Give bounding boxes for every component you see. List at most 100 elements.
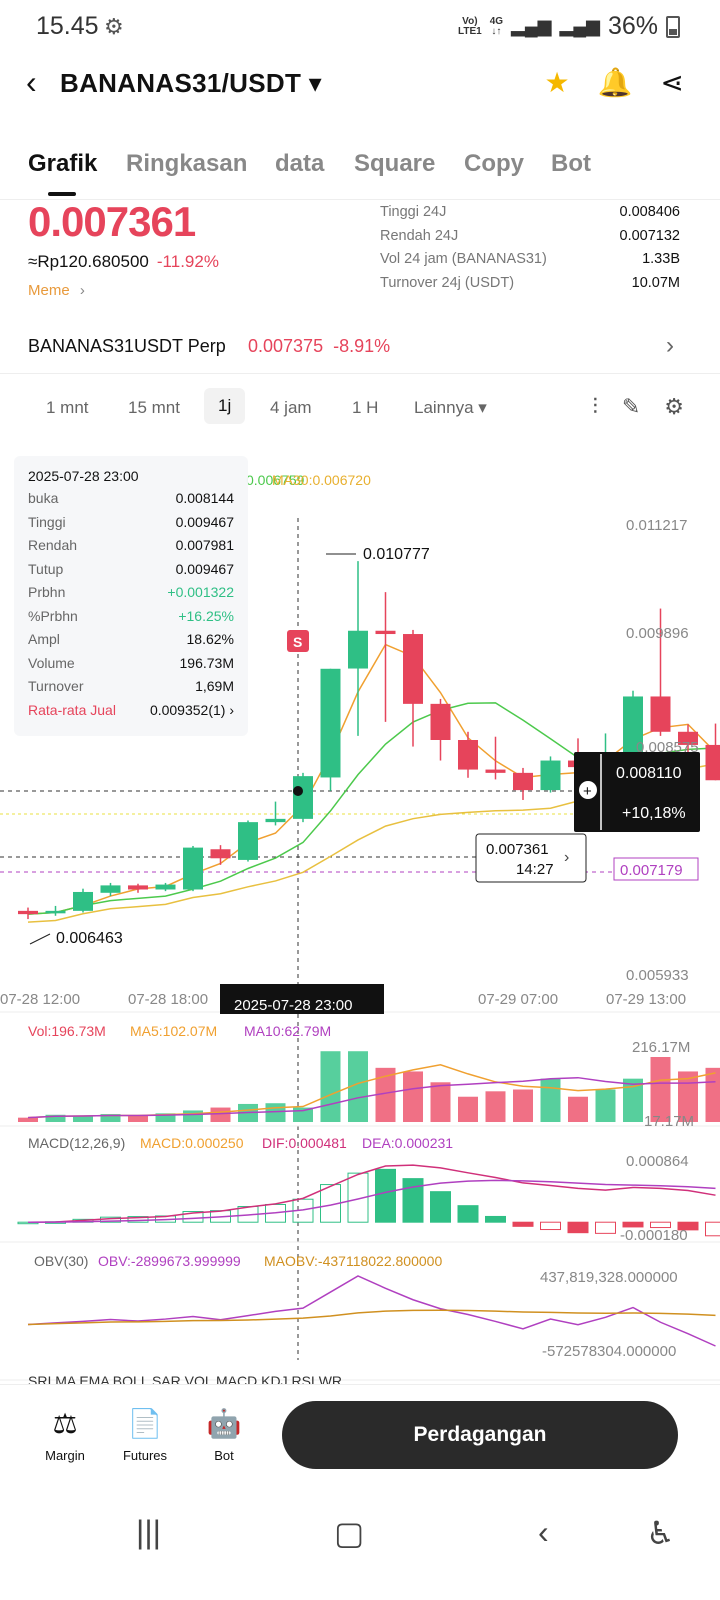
volume-bar	[73, 1115, 93, 1122]
vol-min-label: 17.17M	[644, 1113, 694, 1130]
interval-4h[interactable]: 4 jam	[270, 398, 312, 417]
current-price-box	[574, 752, 700, 832]
macd-value: MACD:0.000250	[140, 1135, 244, 1151]
macd-hist-bar	[402, 1178, 424, 1223]
bot-button[interactable]: 🤖 Bot	[189, 1407, 259, 1463]
home-icon[interactable]: ▢	[334, 1515, 365, 1551]
candle-body	[100, 885, 121, 893]
perp-row[interactable]: BANANAS31USDT Perp 0.007375 -8.91% ›	[0, 322, 720, 374]
candle-body	[705, 744, 720, 781]
interval-1h[interactable]: 1j	[204, 388, 246, 424]
candle-body	[403, 634, 423, 704]
macd-dif: DIF:0.000481	[262, 1135, 347, 1151]
candle-body	[183, 847, 203, 890]
obv-panel	[27, 1275, 716, 1347]
status-bar: 15.45 ⚙ Vo) LTE1 4G ↓↑ ▂▄▆ ▂▄▆ 36%	[0, 0, 720, 54]
maobv-value: MAOBV:-437118022.800000	[264, 1253, 442, 1269]
futures-icon: 📄	[127, 1408, 163, 1439]
trade-button[interactable]: Perdagangan	[282, 1401, 678, 1469]
candles	[18, 561, 720, 920]
plus-icon: +	[583, 783, 592, 800]
candle-body	[265, 818, 286, 823]
price-chart[interactable]: 0.011217 0.009896 0.008575 0.005933 07-2…	[0, 440, 720, 1384]
vol-ma10-line	[27, 1076, 716, 1119]
obv-value: OBV:-2899673.999999	[98, 1253, 241, 1269]
ma30-label: MA30:0.006720	[272, 472, 371, 488]
candle-body	[678, 731, 698, 745]
low-marker: 0.006463	[56, 930, 123, 947]
candle-body	[18, 910, 38, 915]
accessibility-icon[interactable]: ♿	[646, 1515, 675, 1551]
signal-icon-2: ▂▄▆	[559, 16, 600, 36]
chart-grid	[0, 518, 720, 1381]
tab-square[interactable]: Square	[354, 150, 436, 177]
current-price: 0.008110	[616, 765, 682, 782]
interval-more[interactable]: Lainnya ▾	[414, 398, 487, 417]
crosshair-time-box	[220, 984, 384, 1014]
obv-min: -572578304.000000	[542, 1343, 676, 1360]
current-change: +10,18%	[622, 805, 686, 822]
bot-icon: 🤖	[206, 1408, 242, 1439]
tab-data[interactable]: data	[275, 150, 325, 177]
perp-name: BANANAS31USDT Perp	[28, 336, 226, 356]
volume-bar	[128, 1115, 148, 1122]
svg-text:S: S	[293, 634, 302, 650]
category-tag[interactable]: Meme ›	[28, 282, 85, 299]
countdown: 14:27	[516, 861, 554, 878]
chart-settings-icon[interactable]: ⚙	[664, 394, 684, 419]
margin-button[interactable]: ⚖ Margin	[30, 1407, 100, 1463]
futures-button[interactable]: 📄 Futures	[110, 1407, 180, 1463]
volume-bars	[18, 1051, 720, 1122]
candle-body	[540, 760, 561, 791]
tab-bot[interactable]: Bot	[551, 150, 591, 177]
tab-copy[interactable]: Copy	[464, 150, 524, 177]
recent-apps-icon[interactable]: |||	[136, 1514, 161, 1550]
last-price: 0.007361	[28, 198, 196, 245]
y-axis-label: 0.008575	[636, 739, 699, 756]
obv-max: 437,819,328.000000	[540, 1269, 678, 1286]
settings-gear-icon: ⚙	[104, 14, 124, 39]
candle-body	[320, 668, 341, 778]
draw-pencil-icon[interactable]: ✎	[621, 394, 641, 419]
macd-min: -0.000180	[620, 1227, 688, 1244]
volume-bar	[155, 1113, 176, 1122]
macd-dea: DEA:0.000231	[362, 1135, 453, 1151]
battery-icon	[666, 15, 680, 38]
dea-line	[27, 1179, 716, 1223]
obv-name: OBV(30)	[34, 1253, 88, 1269]
star-icon[interactable]: ★	[544, 67, 570, 98]
ohlc-row: Turnover 1,69M	[28, 678, 234, 694]
x-axis-label: 07-29 13:00	[606, 991, 686, 1008]
share-icon[interactable]: ⋖	[660, 67, 684, 98]
last-price-box	[475, 833, 587, 883]
candle-body	[485, 769, 506, 773]
stat-row: Turnover 24j (USDT) 10.07M	[380, 274, 680, 291]
back-icon[interactable]: ‹	[26, 64, 37, 100]
macd-hist-bar	[457, 1205, 479, 1223]
price-change: -11.92%	[156, 252, 219, 271]
candle-body	[155, 884, 176, 890]
vol-label: Vol:196.73M	[28, 1023, 106, 1039]
indicator-icon[interactable]: ⫶	[592, 394, 598, 419]
alert-bell-icon[interactable]: 🔔	[597, 67, 633, 98]
tab-ringkasan[interactable]: Ringkasan	[126, 150, 248, 177]
interval-1m[interactable]: 1 mnt	[46, 398, 89, 417]
vol-max-label: 216.17M	[632, 1039, 690, 1056]
back-nav-icon[interactable]: ‹	[538, 1514, 549, 1550]
header: ‹ BANANAS31/USDT ▾ ★ 🔔 ⋖	[0, 56, 720, 112]
purple-price: 0.007179	[620, 862, 683, 879]
tab-grafik[interactable]: Grafik	[28, 150, 98, 177]
volume-bar	[650, 1057, 671, 1122]
ohlc-date: 2025-07-28 23:00	[28, 468, 139, 484]
vol-ma10-label: MA10:62.79M	[244, 1023, 331, 1039]
interval-15m[interactable]: 15 mnt	[128, 398, 180, 417]
bottom-action-bar: ⚖ Margin 📄 Futures 🤖 Bot Perdagangan	[0, 1384, 720, 1494]
volume-bar	[678, 1071, 698, 1122]
volume-bar	[183, 1110, 203, 1122]
candle-body	[375, 630, 396, 635]
ohlc-tooltip: 2025-07-28 23:00 buka 0.008144 Tinggi 0.00…	[14, 456, 248, 736]
volume-bar	[320, 1051, 341, 1122]
pair-title[interactable]: BANANAS31/USDT ▾	[60, 68, 322, 98]
interval-1d[interactable]: 1 H	[352, 398, 379, 417]
stat-row: Rendah 24J 0.007132	[380, 227, 680, 244]
